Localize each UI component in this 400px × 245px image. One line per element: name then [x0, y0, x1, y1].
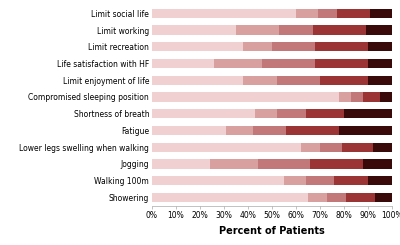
Bar — [243, 76, 277, 85]
Bar — [253, 126, 286, 135]
Bar — [152, 109, 255, 118]
Bar — [344, 109, 392, 118]
Bar — [301, 143, 320, 152]
Bar — [262, 59, 315, 68]
Bar — [346, 193, 375, 202]
Bar — [334, 176, 368, 185]
Bar — [370, 9, 392, 18]
Bar — [226, 126, 253, 135]
Bar — [152, 126, 226, 135]
Bar — [214, 59, 262, 68]
Bar — [306, 176, 334, 185]
Bar — [363, 159, 392, 169]
Bar — [306, 109, 344, 118]
Bar — [152, 25, 236, 35]
Bar — [375, 193, 392, 202]
Bar — [277, 109, 306, 118]
Bar — [243, 42, 272, 51]
Bar — [313, 25, 366, 35]
X-axis label: Percent of Patients: Percent of Patients — [219, 226, 325, 236]
Bar — [152, 76, 243, 85]
Bar — [368, 59, 392, 68]
Bar — [310, 159, 363, 169]
Bar — [342, 143, 373, 152]
Bar — [152, 176, 284, 185]
Bar — [368, 76, 392, 85]
Bar — [308, 193, 327, 202]
Bar — [315, 42, 368, 51]
Bar — [368, 42, 392, 51]
Bar — [152, 193, 308, 202]
Bar — [152, 92, 339, 102]
Bar — [363, 92, 380, 102]
Bar — [152, 159, 210, 169]
Bar — [258, 159, 310, 169]
Bar — [277, 76, 320, 85]
Bar — [315, 59, 368, 68]
Bar — [320, 76, 368, 85]
Bar — [339, 126, 392, 135]
Bar — [286, 126, 339, 135]
Bar — [152, 59, 214, 68]
Bar — [318, 9, 337, 18]
Bar — [339, 92, 351, 102]
Bar — [320, 143, 342, 152]
Bar — [152, 42, 243, 51]
Bar — [284, 176, 306, 185]
Bar — [152, 143, 301, 152]
Bar — [296, 9, 318, 18]
Bar — [236, 25, 279, 35]
Bar — [272, 42, 315, 51]
Bar — [279, 25, 313, 35]
Bar — [368, 176, 392, 185]
Bar — [337, 9, 370, 18]
Bar — [351, 92, 363, 102]
Bar — [152, 9, 296, 18]
Bar — [255, 109, 277, 118]
Bar — [373, 143, 392, 152]
Bar — [327, 193, 346, 202]
Bar — [210, 159, 258, 169]
Bar — [366, 25, 392, 35]
Bar — [380, 92, 392, 102]
